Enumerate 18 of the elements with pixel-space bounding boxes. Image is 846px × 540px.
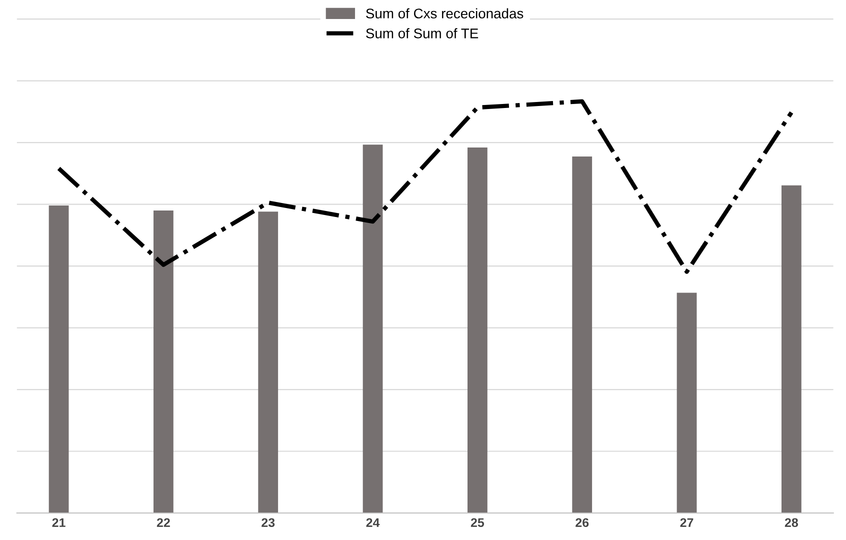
x-tick-label: 23: [262, 518, 275, 528]
bar: [676, 292, 697, 513]
x-tick-label: 24: [366, 518, 380, 527]
bar: [572, 156, 592, 513]
x-tick-label: 27: [680, 518, 694, 527]
bar: [362, 144, 383, 513]
x-tick-label: 21: [52, 518, 66, 527]
bar: [782, 185, 802, 513]
bar: [258, 212, 278, 513]
x-tick-label: 22: [156, 518, 170, 527]
x-tick-label: 28: [784, 518, 798, 528]
bar: [48, 206, 69, 513]
legend-label: Sum of Cxs rececionadas: [366, 8, 524, 18]
x-tick-label: 26: [576, 518, 589, 528]
x-tick-label: 25: [470, 518, 484, 528]
bar: [468, 147, 488, 513]
bar: [154, 210, 174, 513]
legend-label: Sum of Sum of TE: [366, 28, 478, 38]
